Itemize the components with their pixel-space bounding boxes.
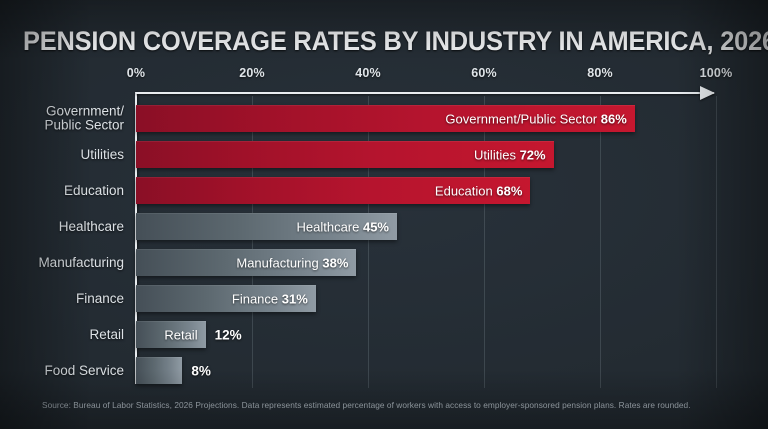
bar-fill: Healthcare 45% (136, 213, 397, 240)
bar-row[interactable]: Food Service 8% (0, 357, 768, 384)
bar-label-value: 38% (322, 255, 349, 270)
x-tick-label-20: 20% (239, 66, 265, 80)
bar-education[interactable]: Education 68% (136, 177, 531, 204)
bar-label-value: 72% (519, 147, 546, 162)
category-label: Government/Public Sector (0, 103, 124, 133)
category-label-line: Public Sector (44, 117, 124, 133)
bar-label-name: Utilities (474, 147, 520, 162)
bar-fill: Education 68% (136, 177, 531, 204)
bar-row[interactable]: Government/Public Sector Government/Publi… (0, 103, 768, 133)
bar-government-public-sector[interactable]: Government/Public Sector 86% (136, 105, 635, 132)
bar-label-value: 31% (281, 291, 308, 306)
x-tick-label-0: 0% (126, 66, 146, 80)
bar-fill: Utilities 72% (136, 141, 554, 168)
bar-label-value: 86% (600, 111, 627, 126)
bar-label: Manufacturing 38% (236, 255, 348, 270)
bar-utilities[interactable]: Utilities 72% (136, 141, 554, 168)
bar-healthcare[interactable]: Healthcare 45% (136, 213, 397, 240)
x-tick-label-100: 100% (699, 66, 733, 80)
bar-row[interactable]: Healthcare Healthcare 45% (0, 213, 768, 240)
category-label: Healthcare (58, 218, 124, 234)
bar-label-value: 45% (362, 219, 389, 234)
bar-fill: Government/Public Sector 86% (136, 105, 635, 132)
bar-value-outside: 12% (214, 327, 242, 342)
category-label: Education (63, 182, 124, 198)
bar-row[interactable]: Utilities Utilities 72% (0, 141, 768, 168)
bar-fill (136, 357, 183, 384)
bar-label: Healthcare 45% (296, 219, 389, 234)
category-label: Utilities (80, 146, 124, 162)
gridline-20 (252, 96, 253, 388)
bar-finance[interactable]: Finance 31% (136, 285, 316, 312)
bar-row[interactable]: Education Education 68% (0, 177, 768, 204)
bar-row[interactable]: Finance Finance 31% (0, 285, 768, 312)
bar-label-name: Manufacturing (236, 255, 323, 270)
bar-row[interactable]: Retail Retail 12% (0, 321, 768, 348)
x-axis-line (136, 92, 714, 94)
bar-row[interactable]: Manufacturing Manufacturing 38% (0, 249, 768, 276)
bar-food-service[interactable] (136, 357, 183, 384)
bar-label: Utilities 72% (474, 147, 546, 162)
bar-manufacturing[interactable]: Manufacturing 38% (136, 249, 357, 276)
gridline-60 (484, 96, 485, 388)
bar-label: Education 68% (435, 183, 522, 198)
bar-label-name: Education (434, 183, 497, 198)
gridline-40 (368, 96, 369, 388)
gridline-100 (716, 96, 717, 388)
category-label: Food Service (44, 362, 124, 378)
x-tick-label-60: 60% (471, 66, 497, 80)
source-note: Source: Bureau of Labor Statistics, 2026… (42, 400, 691, 410)
x-axis-arrow-icon (700, 86, 715, 100)
bar-retail[interactable]: Retail (136, 321, 206, 348)
gridline-80 (600, 96, 601, 388)
bar-fill: Manufacturing 38% (136, 249, 357, 276)
category-label: Retail (89, 326, 124, 342)
bar-fill: Finance 31% (136, 285, 316, 312)
plot-area (136, 96, 717, 388)
bar-fill: Retail (136, 321, 206, 348)
bar-label-name: Finance (231, 291, 282, 306)
bar-label-value: 68% (496, 183, 523, 198)
category-label: Finance (75, 290, 124, 306)
x-tick-label-40: 40% (355, 66, 381, 80)
bar-label: Finance 31% (232, 291, 308, 306)
bar-value-outside: 8% (191, 363, 211, 378)
bar-label: Government/Public Sector 86% (445, 111, 626, 126)
x-tick-label-80: 80% (587, 66, 613, 80)
bar-label-name: Healthcare (296, 219, 363, 234)
category-label: Manufacturing (38, 254, 124, 270)
chart-title: PENSION COVERAGE RATES BY INDUSTRY IN AM… (23, 26, 768, 56)
bar-label-name: Government/Public Sector (445, 111, 601, 126)
bar-label: Retail (164, 327, 198, 342)
category-label-line: Government/ (45, 103, 124, 118)
